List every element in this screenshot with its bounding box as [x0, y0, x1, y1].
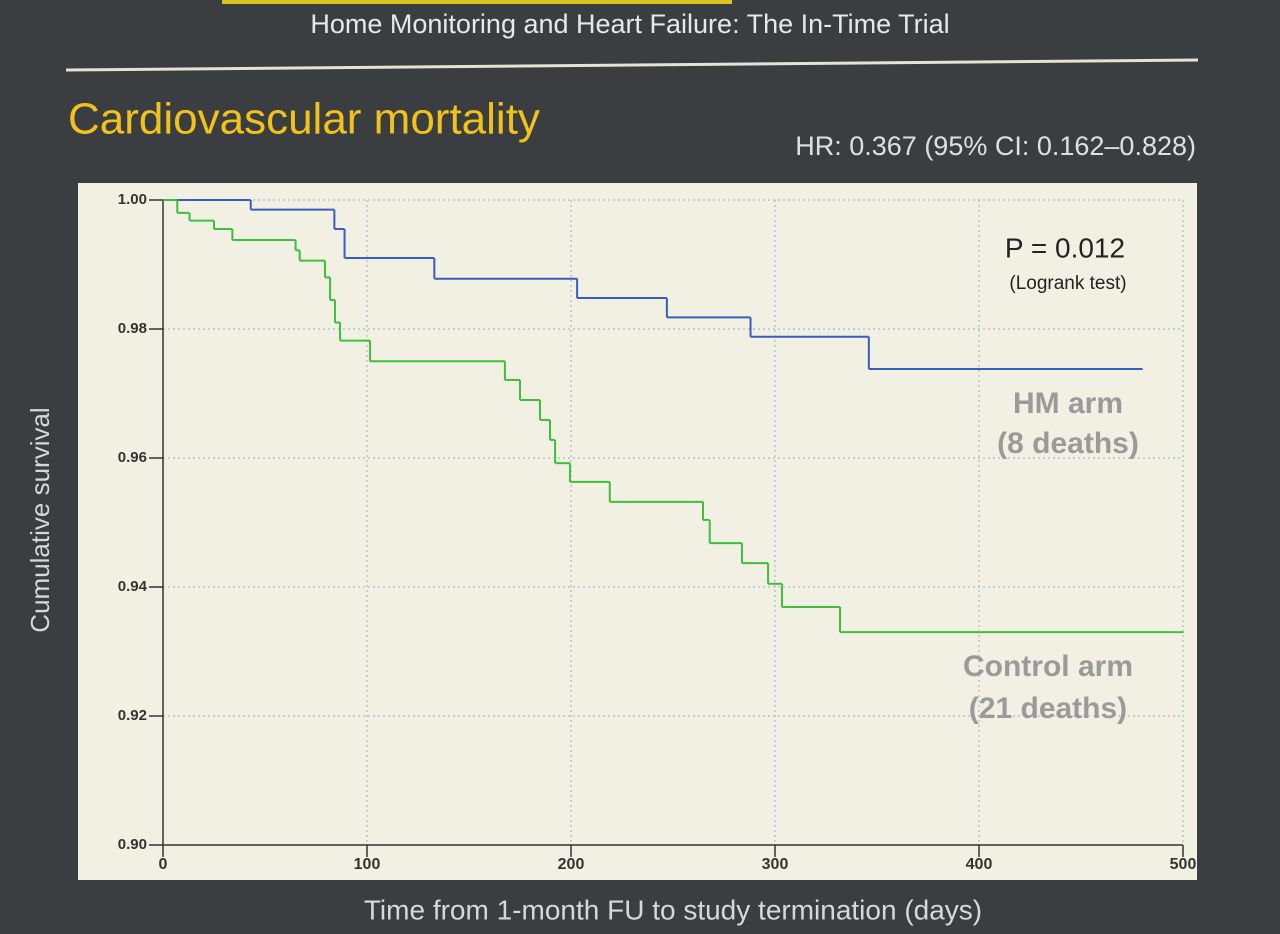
chart-subtitle: HR: 0.367 (95% CI: 0.162–0.828): [795, 131, 1196, 161]
y-tick-label: 0.94: [118, 578, 148, 595]
y-tick-label: 1.00: [118, 191, 147, 208]
legend-label: HM arm: [1013, 387, 1123, 420]
y-tick-label: 0.96: [118, 449, 147, 466]
p-value: P = 0.012: [1005, 232, 1125, 263]
legend-note: (21 deaths): [969, 692, 1127, 725]
chart-title: Cardiovascular mortality: [68, 95, 540, 144]
y-tick-label: 0.98: [118, 320, 147, 337]
top-bar: [222, 0, 732, 4]
x-tick-label: 400: [966, 856, 993, 873]
x-tick-label: 0: [159, 856, 168, 873]
y-tick-label: 0.90: [118, 836, 147, 853]
p-value-note: (Logrank test): [1009, 273, 1126, 294]
x-axis-label: Time from 1-month FU to study terminatio…: [364, 894, 982, 925]
x-tick-label: 500: [1170, 856, 1197, 873]
x-tick-label: 200: [558, 856, 585, 873]
x-tick-label: 300: [762, 856, 789, 873]
header-title: Home Monitoring and Heart Failure: The I…: [310, 9, 949, 39]
y-tick-label: 0.92: [118, 707, 147, 724]
legend-note: (8 deaths): [997, 427, 1139, 460]
plot-panel: [78, 183, 1197, 880]
x-tick-label: 100: [354, 856, 381, 873]
legend-label: Control arm: [963, 650, 1133, 683]
y-axis-label: Cumulative survival: [25, 407, 55, 632]
divider: [65, 58, 1199, 72]
